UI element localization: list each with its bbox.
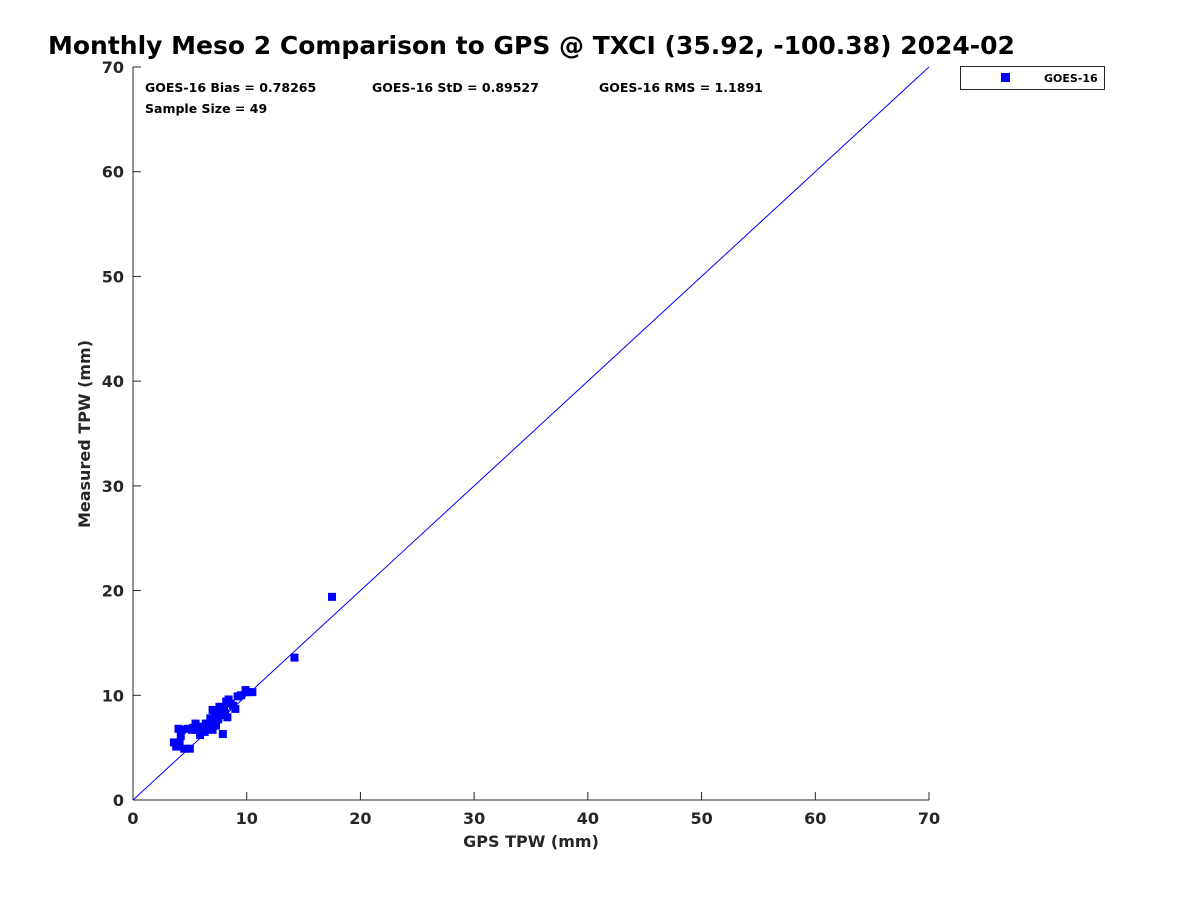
y-tick-label: 10 [102, 686, 124, 705]
y-tick-label: 20 [102, 582, 124, 601]
x-ticks: 0 10 20 30 40 50 60 70 [127, 792, 940, 828]
data-point [185, 744, 194, 753]
bias-stat: GOES-16 Bias = 0.78265 [145, 80, 316, 95]
y-tick-label: 60 [102, 163, 124, 182]
legend: GOES-16 [960, 66, 1105, 90]
y-tick-label: 70 [102, 58, 124, 77]
data-point [212, 721, 221, 730]
axes [132, 67, 929, 801]
y-tick-label: 50 [102, 267, 124, 286]
data-point [219, 703, 228, 712]
data-points [169, 592, 336, 753]
sample-size-stat: Sample Size = 49 [145, 101, 267, 116]
data-point [177, 725, 186, 734]
one-to-one-line [132, 66, 930, 801]
data-point [176, 732, 185, 741]
data-point [237, 691, 246, 700]
data-point [243, 688, 252, 697]
x-tick-label: 10 [236, 809, 258, 828]
data-point [221, 709, 230, 718]
legend-marker [1001, 73, 1010, 82]
y-ticks: 0 10 20 30 40 50 60 70 [102, 58, 141, 810]
std-stat: GOES-16 StD = 0.89527 [372, 80, 539, 95]
data-point [213, 706, 222, 715]
data-point [214, 715, 223, 724]
data-point [191, 719, 200, 728]
y-tick-label: 30 [102, 477, 124, 496]
legend-box [960, 66, 1105, 90]
data-point [231, 704, 240, 713]
x-tick-label: 70 [918, 809, 940, 828]
y-axis-label: Measured TPW (mm) [75, 340, 94, 528]
x-tick-label: 60 [804, 809, 826, 828]
stats-annotation: GOES-16 Bias = 0.78265 GOES-16 StD = 0.8… [145, 80, 763, 116]
x-tick-label: 50 [690, 809, 712, 828]
y-tick-label: 0 [113, 791, 124, 810]
data-point [216, 711, 225, 720]
rms-stat: GOES-16 RMS = 1.1891 [599, 80, 763, 95]
data-point [200, 727, 209, 736]
data-point [328, 592, 336, 601]
x-tick-label: 40 [577, 809, 599, 828]
data-point [223, 713, 232, 722]
legend-label: GOES-16 [1044, 72, 1098, 85]
x-tick-label: 0 [127, 809, 138, 828]
data-point [173, 741, 182, 750]
data-point [218, 730, 227, 739]
data-point [224, 695, 233, 704]
y-tick-label: 40 [102, 372, 124, 391]
data-point [192, 725, 201, 734]
data-point [196, 731, 205, 740]
chart-title: Monthly Meso 2 Comparison to GPS @ TXCI … [48, 31, 1015, 60]
data-point [183, 724, 192, 733]
data-point [290, 653, 299, 662]
x-axis-label: GPS TPW (mm) [463, 832, 599, 851]
data-point [204, 723, 213, 732]
data-point [208, 725, 217, 734]
data-point [248, 688, 257, 697]
data-point [208, 705, 217, 714]
x-tick-label: 30 [463, 809, 485, 828]
data-point [209, 717, 218, 726]
data-point [180, 744, 189, 753]
x-tick-label: 20 [349, 809, 371, 828]
